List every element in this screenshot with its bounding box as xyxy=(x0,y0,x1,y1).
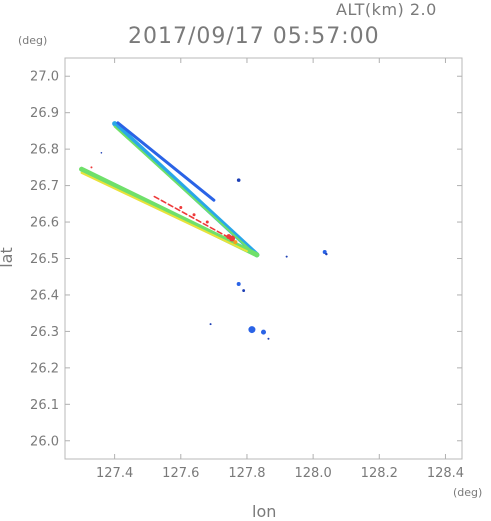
echo-point xyxy=(236,282,241,287)
echo-band-lower-edge xyxy=(79,166,260,258)
y-tick-label: 26.8 xyxy=(30,143,59,158)
y-tick-label: 26.9 xyxy=(30,106,59,121)
y-tick-label: 26.4 xyxy=(30,288,59,303)
y-axis-title: lat xyxy=(0,247,16,268)
x-tick-label: 128.4 xyxy=(427,466,464,481)
echo-point xyxy=(192,213,196,217)
y-tick-label: 26.6 xyxy=(30,216,59,231)
echo-point xyxy=(236,178,241,182)
echo-band-upper-edge xyxy=(112,121,260,258)
y-tick-label: 26.1 xyxy=(30,398,59,413)
echo-point xyxy=(100,151,103,154)
echo-point xyxy=(179,205,183,209)
echo-point xyxy=(267,337,270,340)
x-tick-label: 128.2 xyxy=(361,466,398,481)
y-unit-label: (deg) xyxy=(18,34,48,47)
y-tick-label: 26.7 xyxy=(30,179,59,194)
echo-band-upper-edge-blue xyxy=(116,121,216,202)
echo-point xyxy=(233,240,238,245)
echo-band-center-spoke xyxy=(153,195,235,242)
x-axis-title: lon xyxy=(252,502,277,521)
y-tick-label: 26.3 xyxy=(30,325,59,340)
x-tick-label: 127.4 xyxy=(96,466,133,481)
echo-point xyxy=(209,323,212,326)
echo-point xyxy=(325,252,328,256)
y-tick-label: 26.5 xyxy=(30,252,59,267)
echo-point xyxy=(285,255,288,258)
y-tick-label: 26.0 xyxy=(30,434,59,449)
echo-band-upper-edge-green xyxy=(113,125,255,255)
echo-point xyxy=(90,166,93,169)
echo-point xyxy=(205,220,209,224)
echo-point xyxy=(242,289,246,292)
echo-point xyxy=(261,329,266,335)
y-tick-label: 27.0 xyxy=(30,70,59,85)
echo-band-lower-edge-yellow xyxy=(80,171,248,253)
altitude-label: ALT(km) 2.0 xyxy=(336,0,437,19)
echo-point xyxy=(248,326,256,334)
x-tick-label: 128.0 xyxy=(295,466,332,481)
chart-title: 2017/09/17 05:57:00 xyxy=(128,24,380,49)
echo-point xyxy=(226,234,232,240)
echo-point xyxy=(322,249,327,254)
y-tick-label: 26.2 xyxy=(30,361,59,376)
x-tick-label: 127.6 xyxy=(162,466,199,481)
x-tick-label: 127.8 xyxy=(228,466,265,481)
plot-frame xyxy=(64,57,463,460)
x-unit-label: (deg) xyxy=(453,486,483,499)
